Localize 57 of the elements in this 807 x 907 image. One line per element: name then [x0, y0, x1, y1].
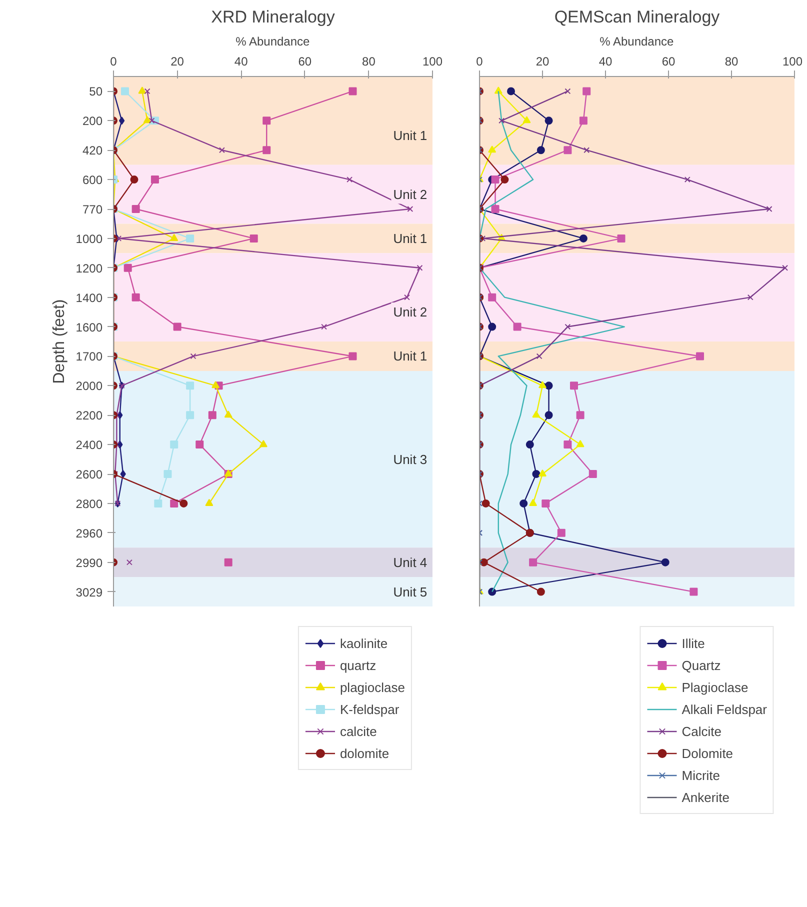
x-tick-label: 60: [662, 54, 676, 68]
x-tick-label: 80: [362, 54, 376, 68]
y-tick-label: 2990: [76, 556, 103, 570]
y-tick-label: 1200: [76, 261, 103, 276]
legend-label: Dolomite: [682, 746, 734, 760]
x-tick-label: 60: [298, 54, 312, 68]
y-tick-label: 2400: [76, 438, 103, 452]
y-tick-label: 1400: [76, 290, 103, 305]
legend-label: Alkali Feldspar: [682, 702, 767, 716]
x-tick-label: 80: [724, 54, 738, 68]
legend-label: quartz: [340, 658, 376, 672]
y-tick-label: 2600: [76, 468, 103, 482]
y-tick-label: 2960: [76, 526, 103, 540]
y-tick-label: 420: [82, 144, 103, 158]
legend-label: kaolinite: [340, 636, 388, 650]
band-label: Unit 5: [393, 584, 428, 600]
x-tick-label: 0: [476, 54, 484, 68]
y-axis-title: Depth (feet): [50, 299, 68, 384]
legend-label: plagioclase: [340, 680, 405, 694]
x-axis-title: % Abundance: [236, 34, 310, 48]
legend-label: Micrite: [682, 768, 720, 782]
chart-title: XRD Mineralogy: [211, 8, 336, 26]
legend-label: calcite: [340, 724, 377, 738]
y-tick-label: 1700: [76, 350, 103, 364]
y-tick-label: 600: [82, 173, 103, 188]
x-tick-label: 100: [422, 54, 443, 68]
band-label: Unit 3: [393, 452, 428, 467]
legend-label: dolomite: [340, 746, 390, 760]
legend-label: Quartz: [682, 658, 721, 672]
x-tick-label: 40: [598, 54, 612, 68]
legend-label: Illite: [682, 636, 705, 650]
band-label: Unit 1: [393, 128, 428, 143]
y-tick-label: 1000: [76, 232, 103, 246]
legend-label: Calcite: [682, 724, 722, 738]
x-tick-label: 20: [536, 54, 550, 68]
legend-label: K-feldspar: [340, 702, 400, 716]
y-tick-label: 3029: [76, 585, 103, 600]
band-label: Unit 1: [393, 348, 428, 364]
y-tick-label: 50: [89, 84, 103, 99]
y-tick-label: 2800: [76, 496, 103, 511]
x-tick-label: 20: [170, 54, 184, 68]
x-tick-label: 0: [110, 54, 118, 68]
y-tick-label: 2200: [76, 408, 103, 423]
band-label: Unit 2: [393, 186, 428, 202]
x-tick-label: 100: [782, 54, 803, 68]
y-tick-label: 770: [82, 202, 103, 216]
y-tick-label: 2000: [76, 379, 103, 394]
x-tick-label: 40: [234, 54, 248, 68]
legend-label: Plagioclase: [682, 680, 748, 694]
y-tick-label: 200: [82, 114, 103, 128]
legend-label: Ankerite: [682, 790, 730, 804]
band-label: Unit 2: [393, 304, 428, 320]
chart-title: QEMScan Mineralogy: [554, 8, 720, 26]
band-label: Unit 4: [393, 554, 428, 570]
x-axis-title: % Abundance: [600, 34, 674, 48]
y-tick-label: 1600: [76, 320, 103, 334]
band-label: Unit 1: [393, 230, 428, 246]
